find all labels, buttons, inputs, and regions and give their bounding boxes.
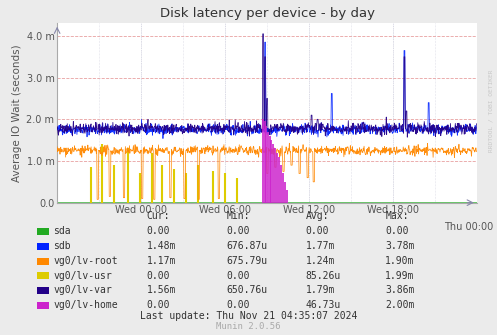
Text: vg0/lv-root: vg0/lv-root	[53, 256, 118, 266]
Text: 3.78m: 3.78m	[385, 241, 414, 251]
Text: 675.79u: 675.79u	[226, 256, 267, 266]
Text: 3.86m: 3.86m	[385, 285, 414, 295]
Text: 1.24m: 1.24m	[306, 256, 335, 266]
Text: 650.76u: 650.76u	[226, 285, 267, 295]
Text: Max:: Max:	[385, 211, 409, 221]
Text: 1.48m: 1.48m	[147, 241, 176, 251]
Text: 46.73u: 46.73u	[306, 300, 341, 310]
Text: vg0/lv-var: vg0/lv-var	[53, 285, 112, 295]
Text: 0.00: 0.00	[385, 226, 409, 237]
Text: sda: sda	[53, 226, 71, 237]
Text: RRDTOOL / TOBI OETIKER: RRDTOOL / TOBI OETIKER	[489, 69, 494, 152]
Text: 676.87u: 676.87u	[226, 241, 267, 251]
Text: 2.00m: 2.00m	[385, 300, 414, 310]
Text: vg0/lv-home: vg0/lv-home	[53, 300, 118, 310]
Text: 0.00: 0.00	[226, 226, 249, 237]
Text: Last update: Thu Nov 21 04:35:07 2024: Last update: Thu Nov 21 04:35:07 2024	[140, 311, 357, 321]
Title: Disk latency per device - by day: Disk latency per device - by day	[160, 6, 375, 19]
Text: vg0/lv-usr: vg0/lv-usr	[53, 271, 112, 281]
Text: 0.00: 0.00	[147, 271, 170, 281]
Text: sdb: sdb	[53, 241, 71, 251]
Text: 0.00: 0.00	[226, 271, 249, 281]
Text: 85.26u: 85.26u	[306, 271, 341, 281]
Text: 1.99m: 1.99m	[385, 271, 414, 281]
Y-axis label: Average IO Wait (seconds): Average IO Wait (seconds)	[12, 44, 22, 182]
Text: Min:: Min:	[226, 211, 249, 221]
Text: 1.79m: 1.79m	[306, 285, 335, 295]
Text: Munin 2.0.56: Munin 2.0.56	[216, 322, 281, 331]
Text: Avg:: Avg:	[306, 211, 329, 221]
Text: 0.00: 0.00	[226, 300, 249, 310]
Text: 0.00: 0.00	[147, 226, 170, 237]
Text: 0.00: 0.00	[147, 300, 170, 310]
Text: 1.56m: 1.56m	[147, 285, 176, 295]
Text: 1.77m: 1.77m	[306, 241, 335, 251]
Text: 1.90m: 1.90m	[385, 256, 414, 266]
Text: Cur:: Cur:	[147, 211, 170, 221]
Text: 1.17m: 1.17m	[147, 256, 176, 266]
Text: 0.00: 0.00	[306, 226, 329, 237]
